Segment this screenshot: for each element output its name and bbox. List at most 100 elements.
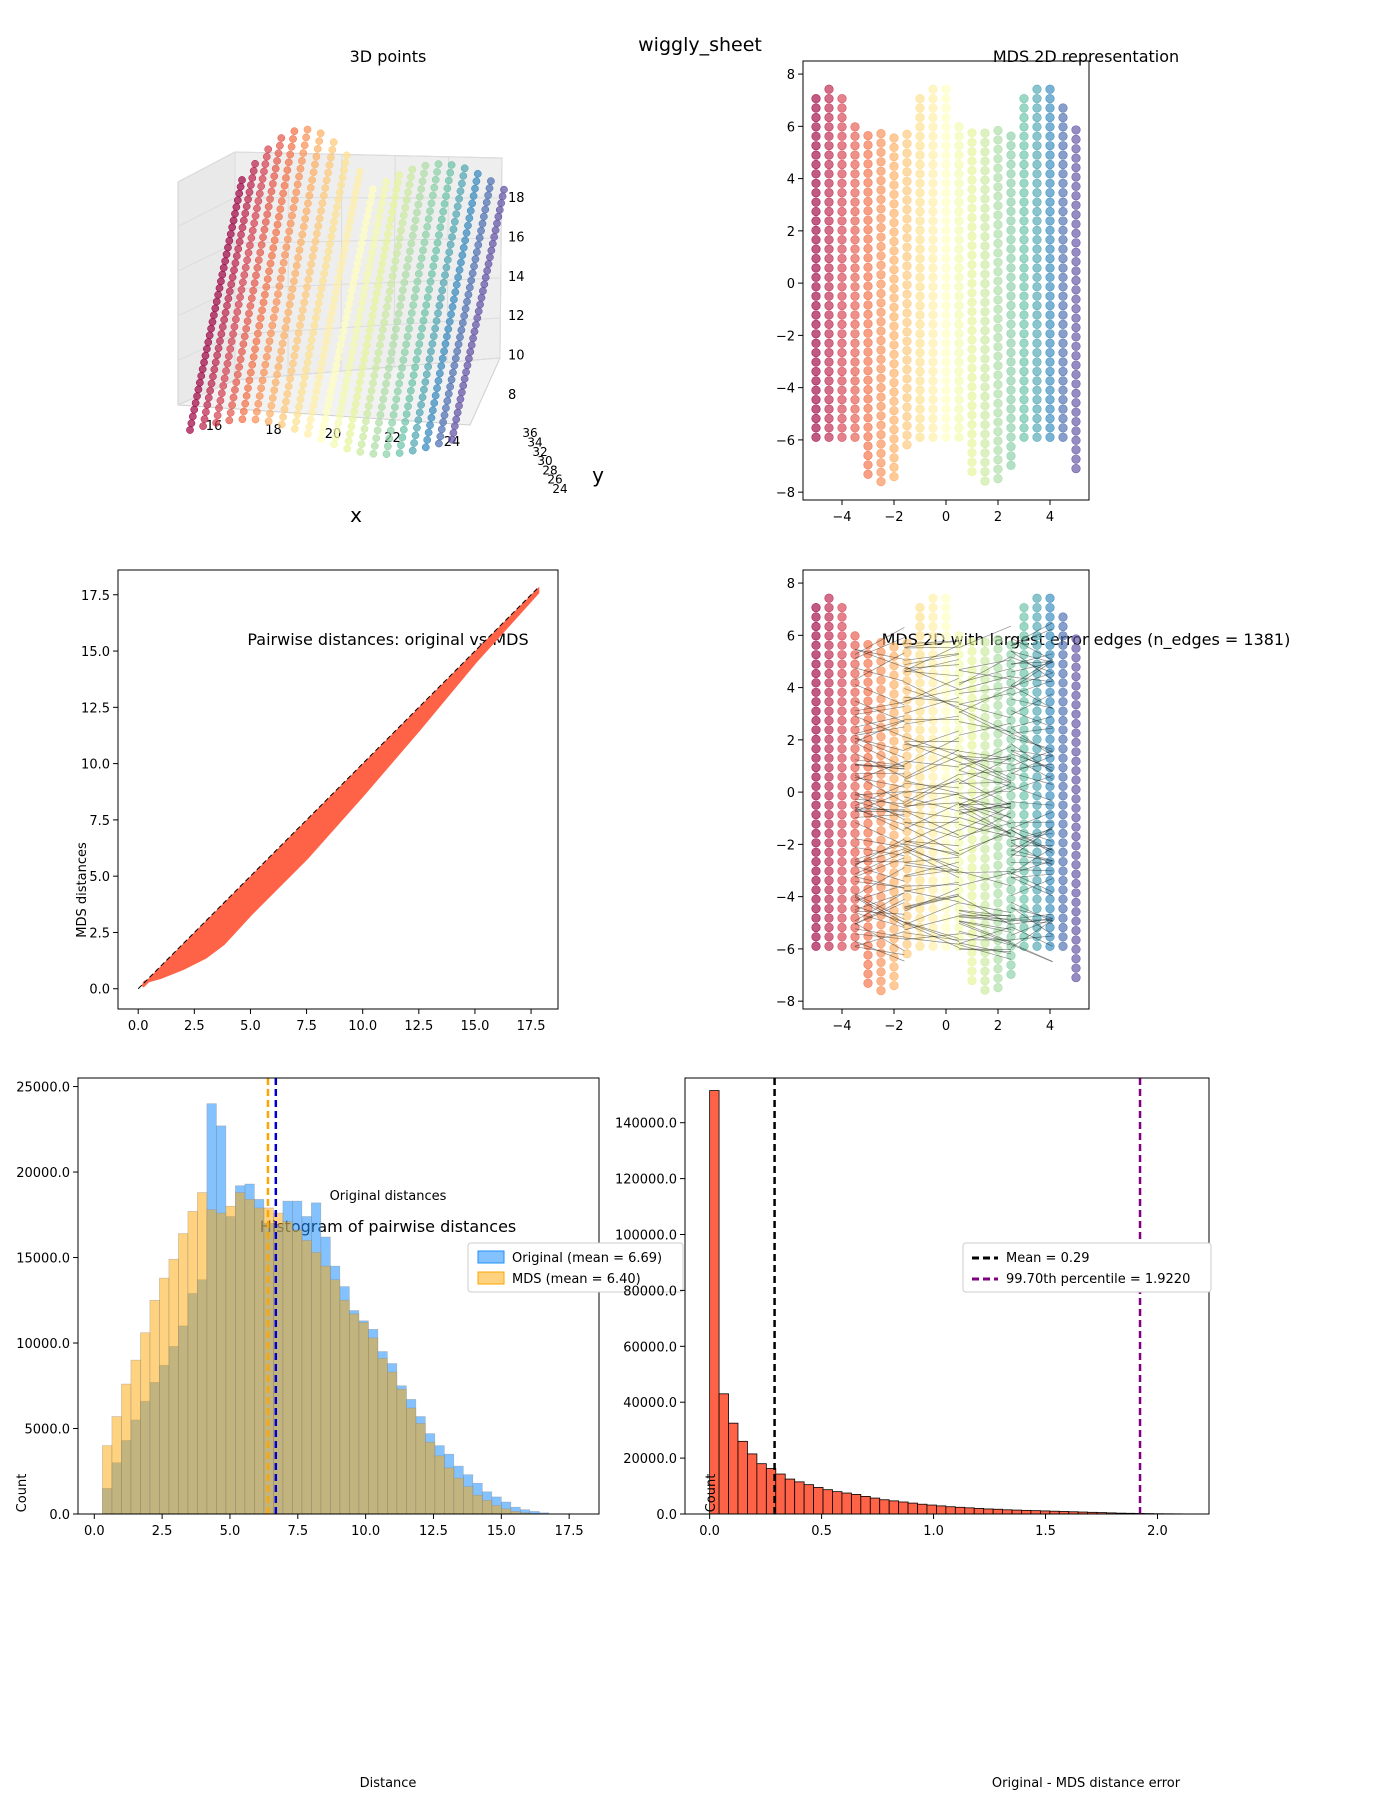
point-3d	[209, 372, 217, 381]
mds-point	[1045, 272, 1055, 282]
point-3d	[214, 291, 222, 299]
mds-point	[889, 755, 899, 765]
point-3d	[465, 354, 473, 363]
point-3d	[280, 181, 289, 190]
error-edge	[1010, 872, 1053, 893]
error-edge	[904, 659, 960, 673]
point-3d	[339, 327, 348, 335]
mds-point	[967, 194, 977, 204]
error-edge	[1010, 727, 1053, 757]
mds-point	[850, 188, 860, 198]
mds-point	[889, 359, 899, 369]
point-3d	[387, 348, 396, 357]
y-tick-label: 6	[787, 629, 795, 644]
point-3d	[287, 367, 296, 375]
mds-point	[902, 270, 912, 280]
point-3d	[238, 415, 247, 424]
point-3d	[397, 441, 405, 450]
mds-point	[941, 593, 951, 603]
mds-point	[863, 168, 873, 178]
y-tick-label: −6	[776, 943, 795, 958]
point-3d	[225, 416, 234, 425]
point-3d	[203, 401, 212, 409]
mds-point	[837, 715, 847, 726]
mds-point	[980, 231, 990, 242]
mds-point	[1045, 188, 1055, 198]
error-edge	[958, 721, 1012, 733]
mds-point	[850, 706, 860, 716]
mds-point	[967, 806, 977, 816]
point-3d	[217, 330, 226, 338]
mds-point	[837, 612, 847, 622]
mds-point	[863, 884, 873, 894]
mds-point	[1006, 725, 1016, 735]
point-3d	[265, 267, 273, 276]
point-3d	[400, 278, 409, 287]
mds-point	[1019, 413, 1029, 424]
point-3d	[354, 174, 363, 183]
mds-point	[863, 385, 873, 395]
mds-point	[915, 725, 925, 735]
mds-point	[1006, 178, 1016, 188]
point-3d	[275, 282, 284, 291]
mds-point	[1019, 159, 1029, 170]
mds-point	[1006, 319, 1016, 329]
mds-point	[811, 894, 821, 904]
point-3d	[439, 278, 448, 287]
mds-point	[850, 913, 860, 923]
mds-point	[915, 329, 925, 339]
mds-point	[811, 253, 821, 264]
mds-point	[915, 631, 925, 641]
mds-point	[902, 233, 912, 243]
point-3d	[345, 300, 353, 308]
point-3d	[222, 367, 230, 375]
mds-point	[1006, 394, 1016, 405]
point-3d	[388, 208, 397, 216]
mds-point	[889, 406, 899, 416]
mds-point	[915, 894, 925, 904]
mds-point	[902, 648, 912, 658]
mds-point	[954, 706, 964, 716]
point-3d	[272, 228, 280, 237]
mds-point	[1032, 650, 1042, 660]
mds-point	[863, 149, 873, 160]
error-edge	[1010, 828, 1053, 841]
mds-point	[811, 357, 821, 367]
mds-point	[1058, 366, 1068, 377]
mds-point	[863, 403, 873, 414]
mds-point	[915, 366, 925, 377]
mds-point	[915, 272, 925, 282]
mds-point	[928, 432, 938, 442]
error-edge	[958, 722, 1012, 736]
point-3d	[236, 182, 245, 191]
mds-point	[1058, 150, 1068, 160]
point-3d	[289, 359, 297, 368]
point-3d	[210, 311, 218, 319]
mds-point	[889, 783, 899, 793]
error-edge	[854, 848, 905, 865]
mds-point	[1006, 169, 1016, 179]
mds-point	[980, 147, 990, 157]
error-edge	[1010, 684, 1053, 709]
mds-point	[1045, 819, 1055, 829]
error-edge	[854, 892, 905, 911]
error-edge	[1010, 753, 1053, 769]
point-3d	[305, 422, 314, 431]
mds-point	[980, 825, 990, 835]
point-3d	[290, 352, 299, 360]
mds-point	[1058, 866, 1068, 876]
point-3d	[487, 246, 496, 255]
mds-point	[863, 640, 873, 650]
point-3d	[445, 317, 454, 326]
mds-point	[993, 229, 1003, 239]
point-3d	[255, 321, 264, 330]
mds-point	[1071, 794, 1081, 804]
point-3d	[436, 369, 444, 378]
point-3d	[235, 189, 244, 198]
point-3d	[414, 347, 422, 356]
point-3d	[262, 283, 271, 291]
mds-point	[980, 797, 990, 807]
mds-point	[954, 206, 964, 217]
mds-point	[811, 819, 821, 829]
mds-point	[954, 772, 964, 782]
